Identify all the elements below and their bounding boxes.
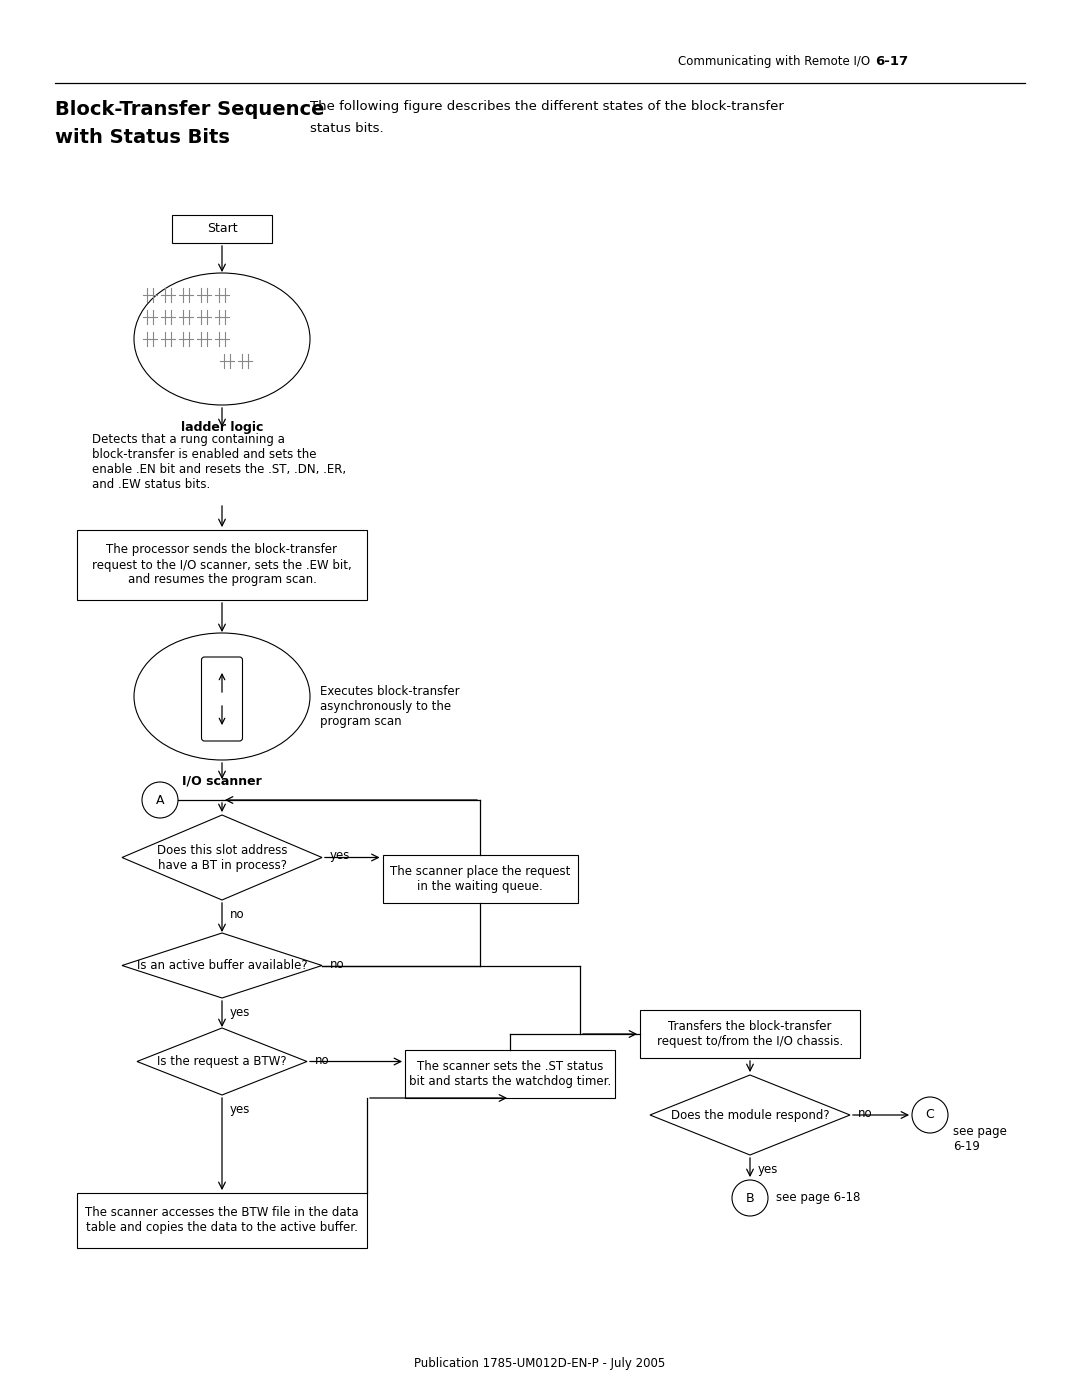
Text: yes: yes bbox=[330, 849, 350, 862]
Text: see page
6-19: see page 6-19 bbox=[953, 1125, 1007, 1153]
Text: C: C bbox=[926, 1108, 934, 1122]
Text: Is the request a BTW?: Is the request a BTW? bbox=[158, 1055, 287, 1067]
Text: Transfers the block-transfer
request to/from the I/O chassis.: Transfers the block-transfer request to/… bbox=[657, 1020, 843, 1048]
Text: yes: yes bbox=[230, 1006, 251, 1018]
Text: The scanner accesses the BTW file in the data
table and copies the data to the a: The scanner accesses the BTW file in the… bbox=[85, 1207, 359, 1235]
Text: The following figure describes the different states of the block-transfer: The following figure describes the diffe… bbox=[310, 101, 784, 113]
FancyBboxPatch shape bbox=[77, 1193, 367, 1248]
Text: I/O scanner: I/O scanner bbox=[183, 774, 261, 787]
Polygon shape bbox=[122, 933, 322, 997]
FancyBboxPatch shape bbox=[202, 657, 243, 740]
Text: no: no bbox=[330, 957, 345, 971]
Text: with Status Bits: with Status Bits bbox=[55, 129, 230, 147]
Text: Does this slot address
have a BT in process?: Does this slot address have a BT in proc… bbox=[157, 844, 287, 872]
Circle shape bbox=[141, 782, 178, 819]
Text: B: B bbox=[745, 1192, 754, 1204]
Text: 6-17: 6-17 bbox=[875, 54, 908, 68]
Text: no: no bbox=[315, 1053, 329, 1066]
Text: The processor sends the block-transfer
request to the I/O scanner, sets the .EW : The processor sends the block-transfer r… bbox=[92, 543, 352, 587]
FancyBboxPatch shape bbox=[405, 1051, 615, 1098]
FancyBboxPatch shape bbox=[77, 529, 367, 599]
Text: The scanner place the request
in the waiting queue.: The scanner place the request in the wai… bbox=[390, 865, 570, 893]
FancyBboxPatch shape bbox=[172, 215, 272, 243]
Text: Detects that a rung containing a
block-transfer is enabled and sets the
enable .: Detects that a rung containing a block-t… bbox=[92, 433, 346, 490]
Text: Is an active buffer available?: Is an active buffer available? bbox=[137, 958, 308, 972]
Text: yes: yes bbox=[758, 1162, 779, 1176]
Ellipse shape bbox=[134, 633, 310, 760]
Text: no: no bbox=[230, 908, 245, 921]
FancyBboxPatch shape bbox=[382, 855, 578, 902]
Text: Start: Start bbox=[206, 222, 238, 236]
Text: Does the module respond?: Does the module respond? bbox=[671, 1108, 829, 1122]
Text: The scanner sets the .ST status
bit and starts the watchdog timer.: The scanner sets the .ST status bit and … bbox=[409, 1060, 611, 1088]
Text: Executes block-transfer
asynchronously to the
program scan: Executes block-transfer asynchronously t… bbox=[320, 685, 460, 728]
Text: ladder logic: ladder logic bbox=[180, 420, 264, 434]
Text: yes: yes bbox=[230, 1104, 251, 1116]
FancyBboxPatch shape bbox=[640, 1010, 860, 1058]
Text: Block-Transfer Sequence: Block-Transfer Sequence bbox=[55, 101, 324, 119]
Ellipse shape bbox=[134, 272, 310, 405]
Text: Publication 1785-UM012D-EN-P - July 2005: Publication 1785-UM012D-EN-P - July 2005 bbox=[415, 1356, 665, 1370]
Text: status bits.: status bits. bbox=[310, 122, 383, 136]
Polygon shape bbox=[122, 814, 322, 900]
Text: no: no bbox=[858, 1106, 873, 1120]
Text: A: A bbox=[156, 793, 164, 806]
Text: see page 6-18: see page 6-18 bbox=[777, 1192, 861, 1204]
Polygon shape bbox=[650, 1076, 850, 1155]
Polygon shape bbox=[137, 1028, 307, 1095]
Circle shape bbox=[912, 1097, 948, 1133]
Circle shape bbox=[732, 1180, 768, 1215]
Text: Communicating with Remote I/O: Communicating with Remote I/O bbox=[678, 54, 870, 68]
